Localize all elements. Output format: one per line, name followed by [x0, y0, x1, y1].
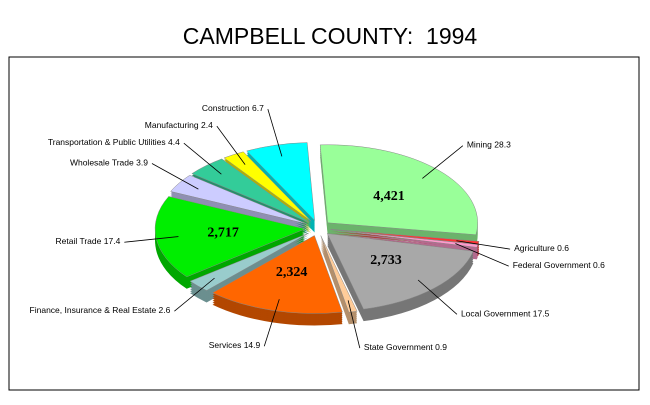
slice-value: 2.4 [201, 120, 213, 130]
slice-category: Mining [467, 140, 492, 150]
leader-line [267, 109, 283, 157]
slice-category: Local Government [461, 309, 531, 319]
slice-label: Transportation & Public Utilities 4.4 [48, 137, 180, 147]
slice-label: Federal Government 0.6 [513, 260, 605, 270]
leader-line [347, 300, 361, 349]
slice [326, 233, 474, 310]
slice-value: 6.7 [252, 103, 264, 113]
slice-category: Federal Government [513, 260, 592, 270]
slice-category: Wholesale Trade [70, 158, 134, 168]
slice-label: Retail Trade 17.4 [56, 236, 121, 246]
slice [320, 235, 358, 313]
leader-line [183, 142, 222, 175]
leader-line [456, 240, 511, 250]
slice [246, 142, 315, 222]
slice-category: Agriculture [514, 243, 555, 253]
leader-line [422, 145, 464, 179]
leader-line [174, 277, 215, 312]
slice [191, 158, 310, 223]
slice-value: 2.6 [159, 305, 171, 315]
slice-label: Wholesale Trade 3.9 [70, 158, 148, 168]
leader-line [263, 299, 280, 347]
slice-category: Retail Trade [56, 236, 102, 246]
slice-category: Services [209, 340, 242, 350]
slice-label: Mining 28.3 [467, 140, 511, 150]
leader-line [455, 243, 509, 267]
slice [154, 196, 306, 278]
slice-label: Construction 6.7 [202, 103, 264, 113]
leader-line [151, 163, 199, 190]
count-label: 2,733 [370, 253, 402, 268]
slice-category: Transportation & Public Utilities [48, 137, 166, 147]
slice-value: 0.6 [593, 260, 605, 270]
slice-side [330, 231, 478, 250]
slice [223, 151, 312, 222]
slice [319, 144, 478, 235]
slice [170, 174, 308, 225]
slice-value: 28.3 [494, 140, 511, 150]
chart-title: CAMPBELL COUNTY: 1994 [183, 23, 478, 49]
slice-label: Manufacturing 2.4 [145, 120, 213, 130]
slice-value: 17.4 [104, 236, 121, 246]
slice-category: State Government [364, 342, 434, 352]
slice-value: 3.9 [136, 158, 148, 168]
count-label: 4,421 [373, 189, 405, 204]
slice-value: 4.4 [168, 137, 180, 147]
slice-label: Finance, Insurance & Real Estate 2.6 [30, 305, 171, 315]
leader-line [417, 279, 458, 315]
slice-label: Local Government 17.5 [461, 309, 550, 319]
plot-frame [8, 56, 640, 391]
slice-label: Agriculture 0.6 [514, 243, 569, 253]
slice-label: State Government 0.9 [364, 342, 447, 352]
count-label: 2,717 [207, 226, 239, 241]
slice [189, 233, 309, 291]
slice-category: Manufacturing [145, 120, 199, 130]
slice-side [330, 233, 478, 252]
leader-line [216, 125, 246, 165]
slice-value: 0.6 [557, 243, 569, 253]
slice-value: 0.9 [435, 342, 447, 352]
slice-category: Finance, Insurance & Real Estate [30, 305, 157, 315]
slice-category: Construction [202, 103, 250, 113]
slice-value: 17.5 [533, 309, 550, 319]
slice-label: Services 14.9 [209, 340, 261, 350]
leader-line [124, 236, 179, 243]
slice-value: 14.9 [244, 340, 261, 350]
count-label: 2,324 [276, 265, 308, 280]
slice [212, 235, 343, 314]
